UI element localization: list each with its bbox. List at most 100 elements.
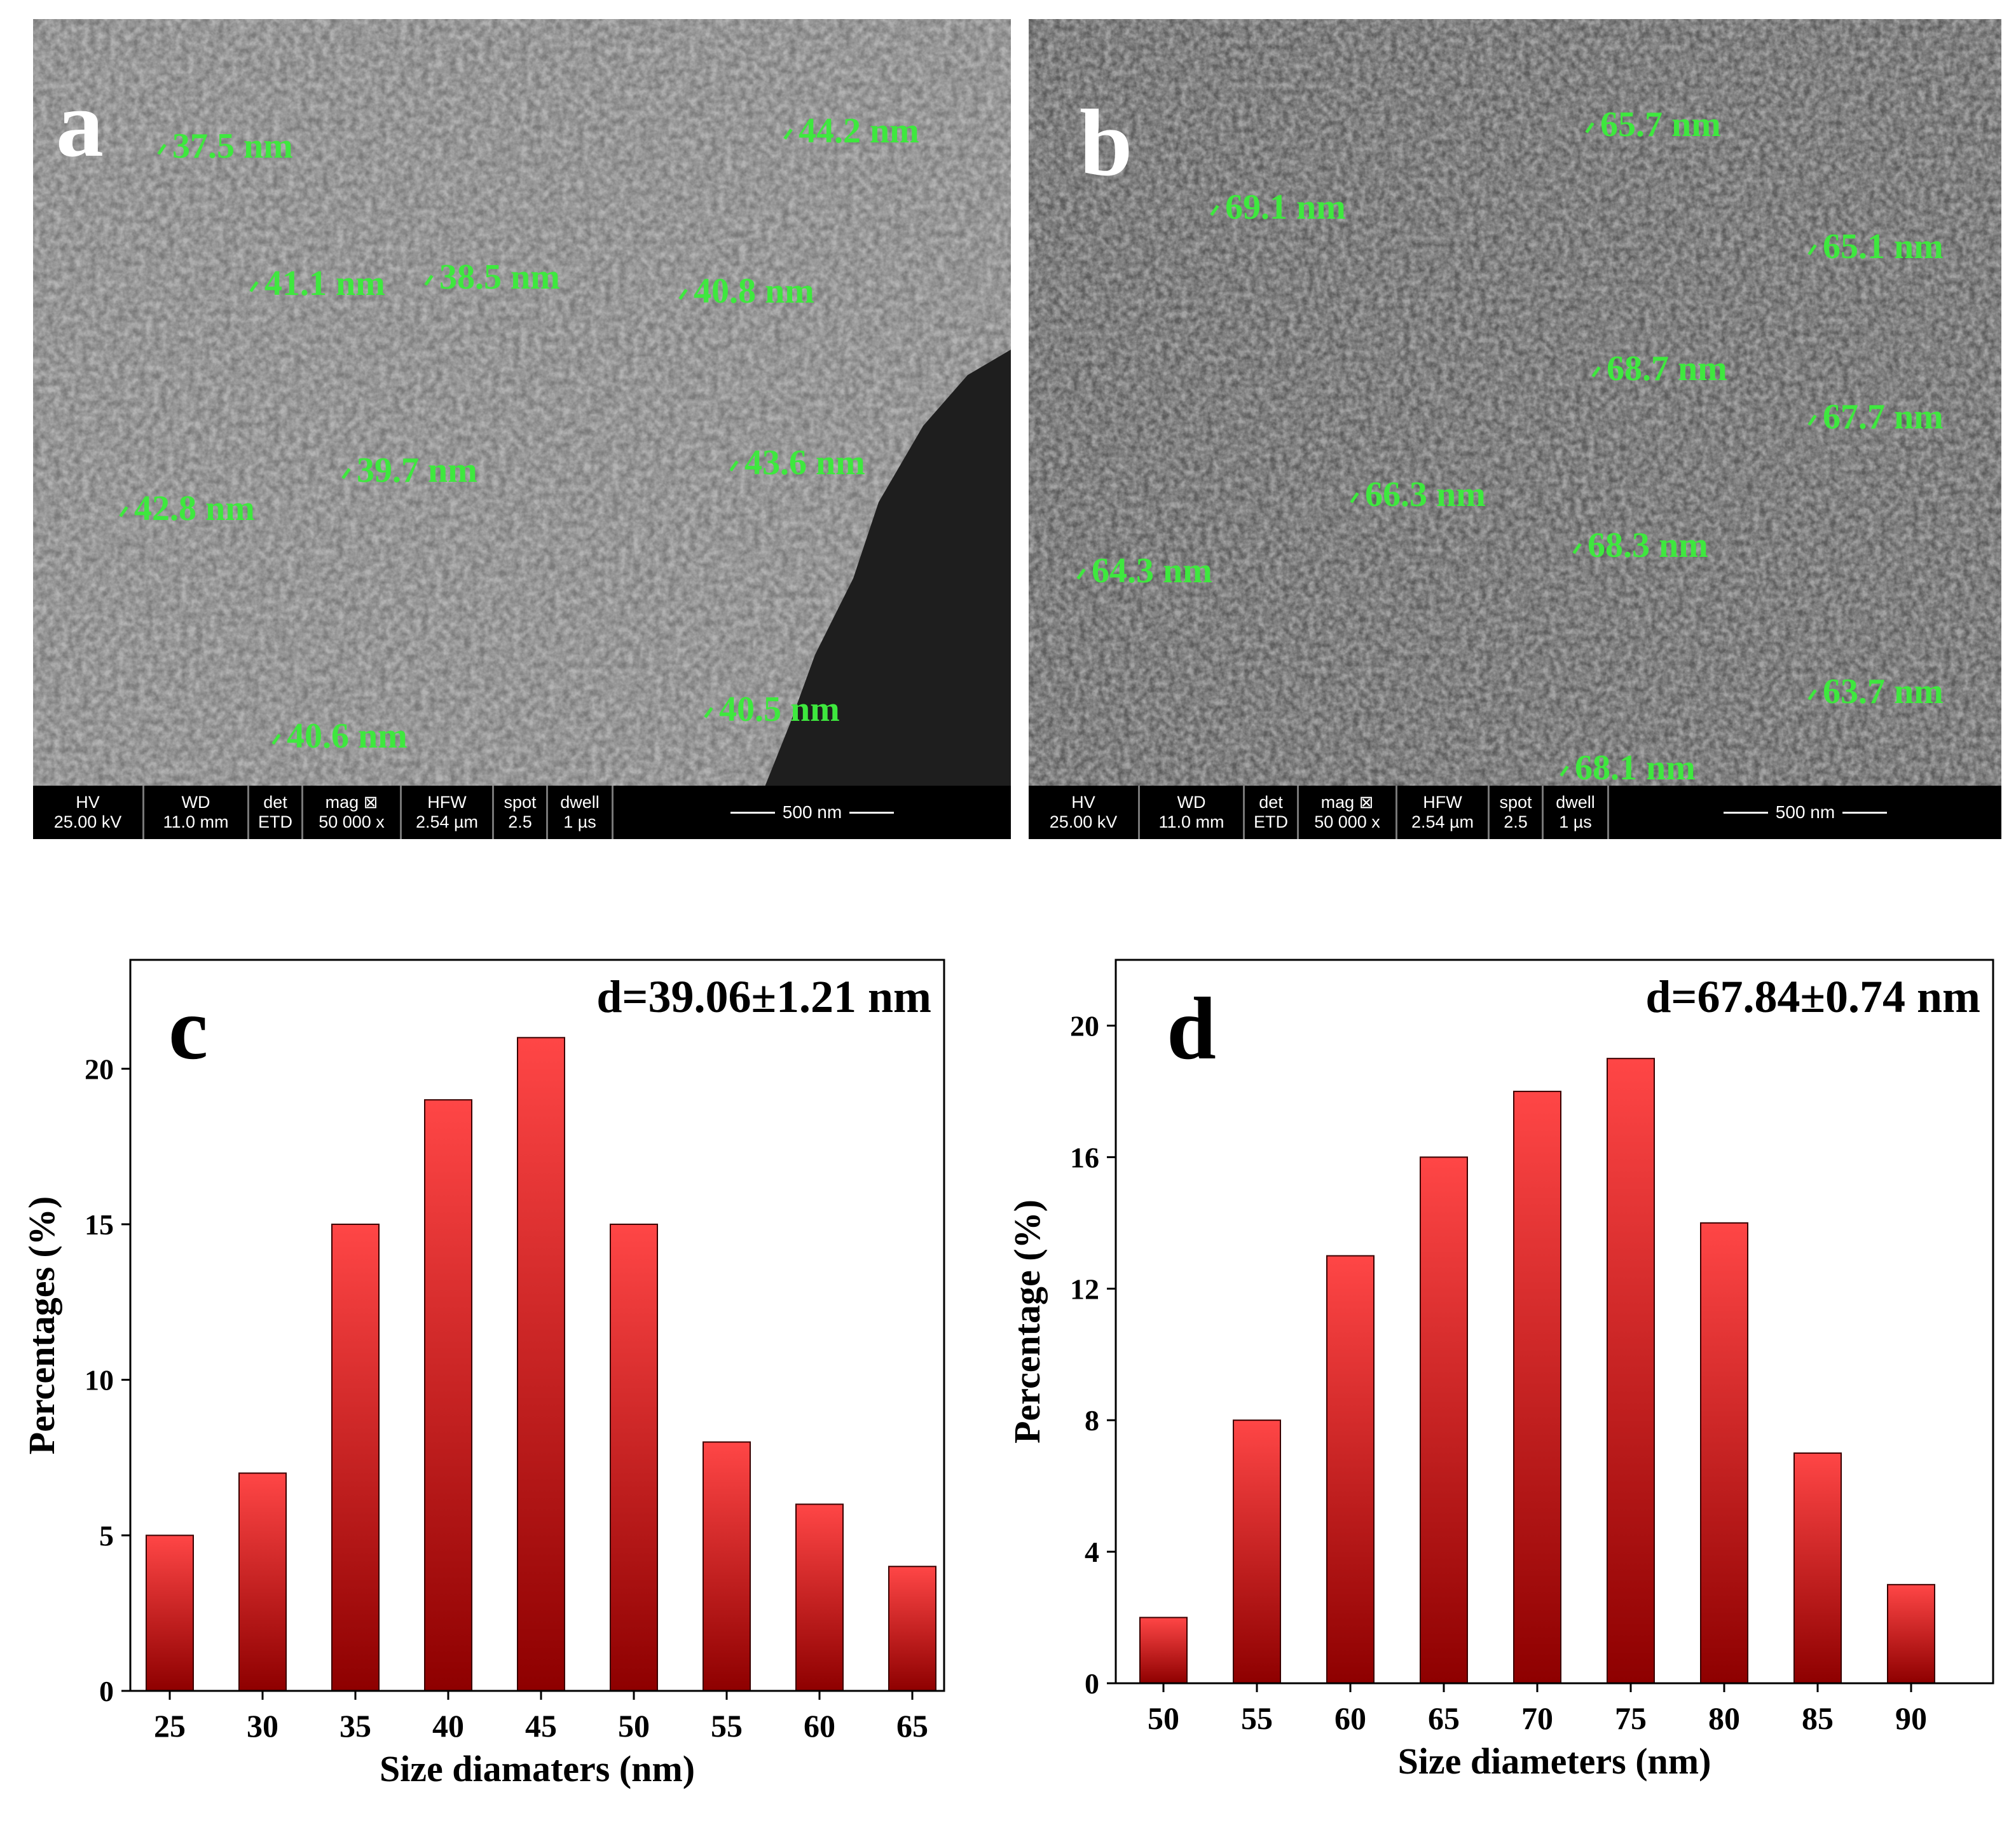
info-cell: spot 2.5 xyxy=(1490,786,1544,839)
x-axis-label: Size diameters (nm) xyxy=(1398,1740,1711,1782)
axes: 25 30 35 40 45 50 55 60 65 0 5 10 15 20 xyxy=(85,1053,928,1744)
bars xyxy=(146,1037,936,1692)
x-tick-label: 45 xyxy=(525,1708,557,1744)
measurement-label: 37.5 nm xyxy=(157,128,293,164)
bar xyxy=(331,1223,380,1692)
sem-image-b: b 65.7 nm 69.1 nm 65.1 nm 68.7 nm 67.7 n… xyxy=(1029,19,2001,839)
measurement-label: 68.1 nm xyxy=(1560,750,1696,786)
bar xyxy=(1607,1058,1655,1684)
x-tick-label: 55 xyxy=(711,1708,743,1744)
bar xyxy=(888,1566,936,1692)
sem-image-a: a 37.5 nm 44.2 nm 41.1 nm 38.5 nm 40.8 n… xyxy=(33,19,1011,839)
info-cell: mag ⊠ 50 000 x xyxy=(303,786,402,839)
bar xyxy=(517,1037,565,1692)
measurement-label: 65.7 nm xyxy=(1585,107,1721,142)
mean-diameter-annotation: d=67.84±0.74 nm xyxy=(1645,971,1980,1022)
info-cell: HV 25.00 kV xyxy=(1029,786,1140,839)
measurement-label: 65.1 nm xyxy=(1807,229,1944,264)
y-tick-label: 16 xyxy=(1070,1141,1099,1173)
info-cell: dwell 1 µs xyxy=(548,786,614,839)
scale-bar: 500 nm xyxy=(614,786,1011,839)
bar xyxy=(1793,1452,1842,1685)
measurement-label: 39.7 nm xyxy=(341,453,477,488)
info-cell: HFW 2.54 µm xyxy=(402,786,494,839)
x-tick-label: 50 xyxy=(1148,1700,1179,1736)
bar xyxy=(1326,1255,1375,1684)
sem-info-bar: HV 25.00 kV WD 11.0 mm det ETD mag ⊠ 50 000 … xyxy=(1029,786,2001,839)
y-tick-label: 20 xyxy=(1070,1009,1099,1042)
panel-letter-a: a xyxy=(56,71,104,177)
mean-diameter-annotation: d=39.06±1.21 nm xyxy=(596,971,931,1022)
measurement-label: 67.7 nm xyxy=(1807,399,1944,435)
bar xyxy=(795,1503,844,1692)
info-cell: spot 2.5 xyxy=(494,786,548,839)
measurement-label: 68.3 nm xyxy=(1572,528,1708,563)
plot-frame xyxy=(1114,959,1994,1685)
bar xyxy=(1700,1222,1748,1684)
y-tick-label: 4 xyxy=(1085,1536,1099,1568)
measurement-label: 69.1 nm xyxy=(1210,189,1346,225)
info-cell: dwell 1 µs xyxy=(1544,786,1609,839)
measurement-label: 40.6 nm xyxy=(271,718,408,754)
y-tick-label: 5 xyxy=(99,1519,114,1552)
info-cell: WD 11.0 mm xyxy=(144,786,249,839)
y-tick-label: 15 xyxy=(85,1208,114,1241)
info-cell: mag ⊠ 50 000 x xyxy=(1299,786,1397,839)
measurement-label: 40.5 nm xyxy=(704,692,840,727)
measurement-label: 42.8 nm xyxy=(119,491,255,526)
info-cell: det ETD xyxy=(1245,786,1299,839)
info-cell: HV 25.00 kV xyxy=(33,786,144,839)
y-tick-label: 12 xyxy=(1070,1273,1099,1305)
info-cell: HFW 2.54 µm xyxy=(1397,786,1490,839)
panel-letter-b: b xyxy=(1080,90,1133,196)
bars xyxy=(1139,1058,1935,1685)
x-tick-label: 60 xyxy=(804,1708,835,1744)
axes: 50 55 60 65 70 75 80 85 90 0 4 8 12 16 20 xyxy=(1070,1009,1927,1736)
measurement-label: 38.5 nm xyxy=(424,259,560,295)
y-axis-label: Percentages (%) xyxy=(21,1196,62,1454)
measurement-label: 43.6 nm xyxy=(729,445,865,481)
y-tick-label: 8 xyxy=(1085,1404,1099,1437)
measurement-label: 66.3 nm xyxy=(1350,477,1486,512)
bar xyxy=(1420,1156,1468,1684)
plot-frame xyxy=(129,959,945,1692)
x-tick-label: 65 xyxy=(896,1708,928,1744)
measurement-label: 44.2 nm xyxy=(783,113,919,149)
x-tick-label: 55 xyxy=(1241,1700,1273,1736)
bar xyxy=(1139,1617,1188,1684)
y-tick-label: 0 xyxy=(1085,1667,1099,1700)
bar xyxy=(424,1099,472,1692)
scale-bar: 500 nm xyxy=(1609,786,2001,839)
sem-info-bar: HV 25.00 kV WD 11.0 mm det ETD mag ⊠ 50 000 … xyxy=(33,786,1011,839)
x-tick-label: 75 xyxy=(1615,1700,1647,1736)
x-axis-label: Size diamaters (nm) xyxy=(380,1748,695,1789)
bar xyxy=(1513,1090,1561,1684)
x-tick-label: 60 xyxy=(1334,1700,1366,1736)
bar xyxy=(238,1472,287,1692)
panel-letter-d: d xyxy=(1167,980,1216,1078)
x-tick-label: 30 xyxy=(247,1708,278,1744)
y-tick-label: 0 xyxy=(99,1675,114,1707)
bar xyxy=(703,1441,751,1692)
info-cell: det ETD xyxy=(249,786,303,839)
x-tick-label: 25 xyxy=(154,1708,186,1744)
x-tick-label: 65 xyxy=(1428,1700,1460,1736)
y-tick-label: 20 xyxy=(85,1053,114,1085)
x-tick-label: 50 xyxy=(618,1708,650,1744)
y-axis-label: Percentage (%) xyxy=(1011,1200,1048,1444)
measurement-label: 40.8 nm xyxy=(678,273,814,309)
measurement-label: 68.7 nm xyxy=(1591,351,1727,386)
x-tick-label: 90 xyxy=(1895,1700,1927,1736)
bar xyxy=(1887,1583,1935,1684)
y-tick-label: 10 xyxy=(85,1364,114,1397)
panel-letter-c: c xyxy=(168,980,208,1078)
info-cell: WD 11.0 mm xyxy=(1140,786,1245,839)
histogram-d: 50 55 60 65 70 75 80 85 90 0 4 8 12 16 20 d d=67.84±0.… xyxy=(1011,959,1994,1782)
x-tick-label: 85 xyxy=(1802,1700,1834,1736)
x-tick-label: 80 xyxy=(1708,1700,1740,1736)
x-tick-label: 35 xyxy=(339,1708,371,1744)
measurement-label: 64.3 nm xyxy=(1076,553,1212,589)
bar xyxy=(1233,1419,1281,1684)
bar xyxy=(146,1535,194,1692)
bar xyxy=(610,1223,658,1692)
